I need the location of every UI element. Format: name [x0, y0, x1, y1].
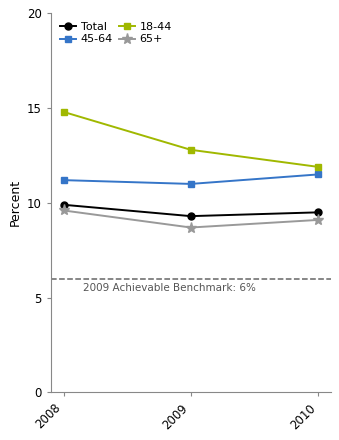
Total	[189, 213, 193, 219]
Line: 18-44: 18-44	[60, 108, 321, 170]
Line: 45-64: 45-64	[60, 171, 321, 187]
Total	[316, 210, 320, 215]
Line: 65+: 65+	[58, 205, 323, 233]
Text: 2009 Achievable Benchmark: 6%: 2009 Achievable Benchmark: 6%	[83, 283, 256, 293]
Legend: Total, 45-64, 18-44, 65+: Total, 45-64, 18-44, 65+	[56, 19, 175, 48]
Line: Total: Total	[60, 201, 321, 220]
18-44	[189, 147, 193, 152]
45-64	[61, 177, 65, 183]
65+	[316, 217, 320, 223]
65+	[189, 225, 193, 230]
45-64	[316, 172, 320, 177]
65+	[61, 208, 65, 213]
Y-axis label: Percent: Percent	[8, 180, 21, 227]
18-44	[316, 164, 320, 169]
45-64	[189, 181, 193, 187]
Total	[61, 202, 65, 207]
18-44	[61, 109, 65, 114]
